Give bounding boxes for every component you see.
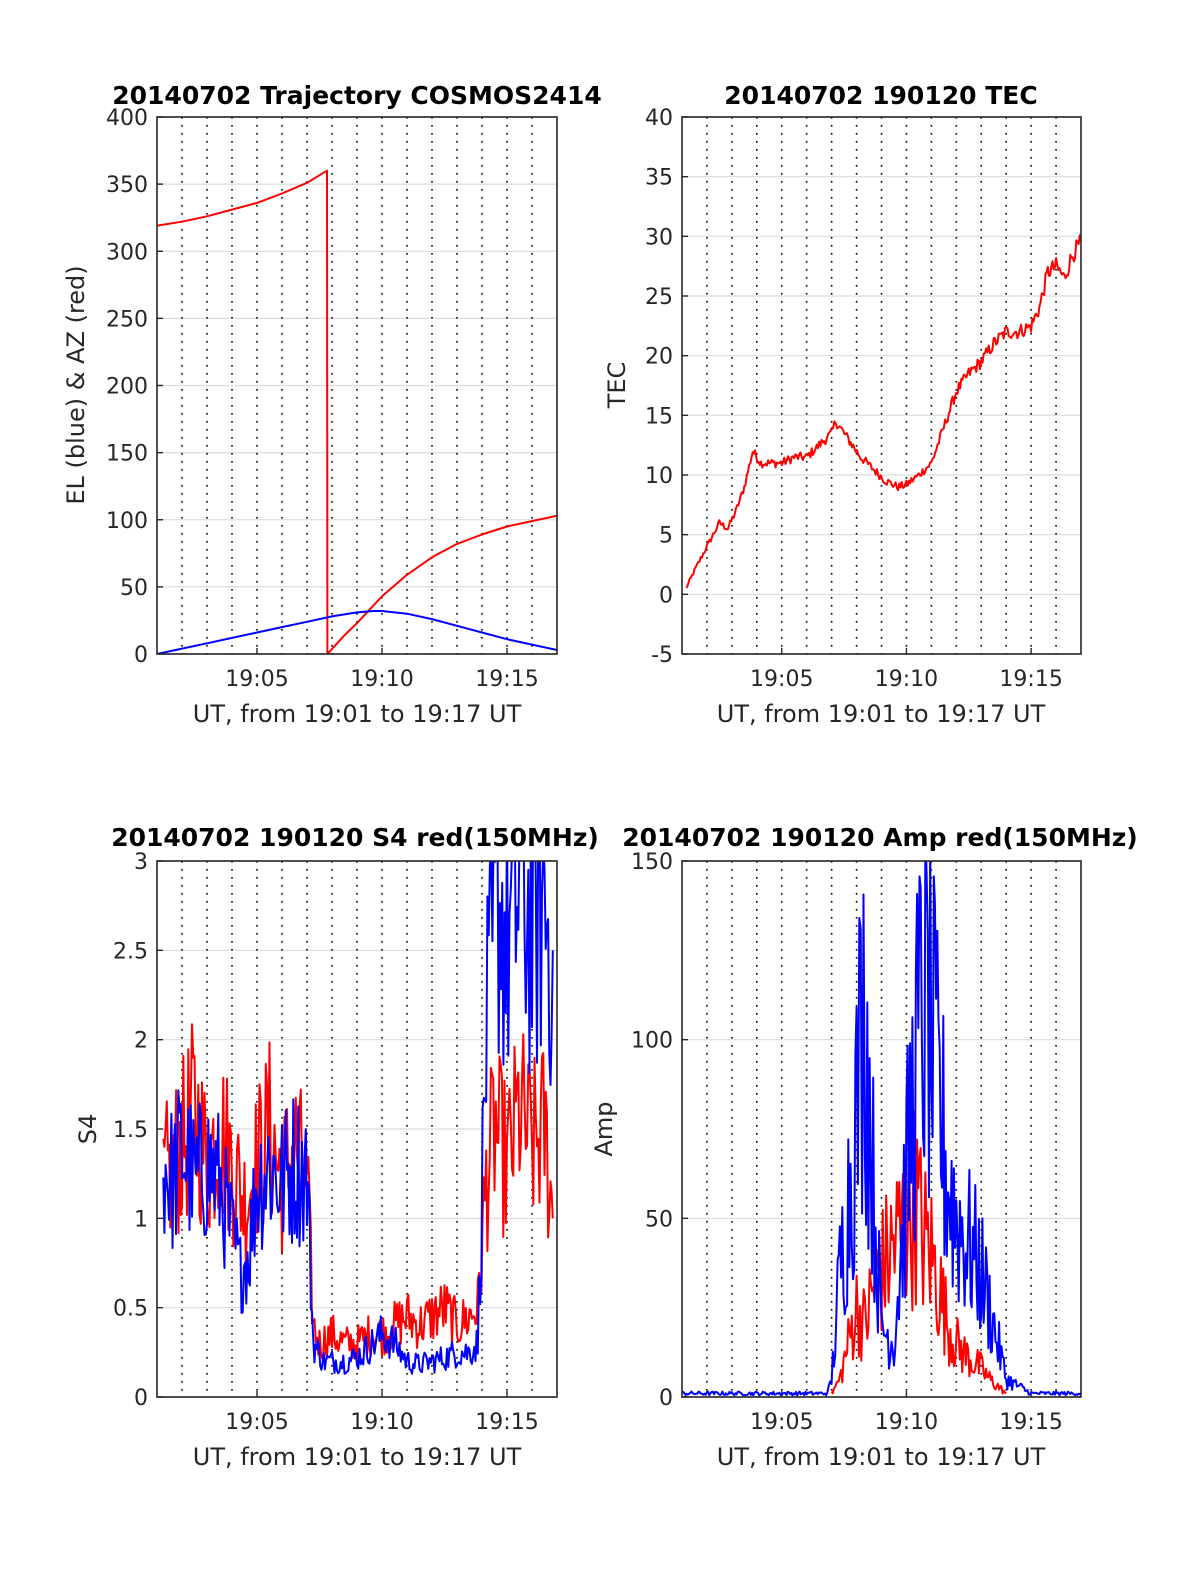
amp-x-label: UT, from 19:01 to 19:17 UT	[717, 1443, 1046, 1471]
s4-series-b-line	[162, 861, 554, 1375]
tec-y-tick-label: 40	[645, 106, 673, 131]
s4-series-a-line	[162, 1023, 554, 1362]
s4-x-label: UT, from 19:01 to 19:17 UT	[193, 1443, 522, 1471]
tec-y-tick-label: 25	[645, 285, 673, 310]
amp-panel: 20140702 190120 Amp red(150MHz) UT, from…	[590, 823, 1138, 1471]
trajectory-x-tick-label: 19:05	[225, 667, 288, 692]
amp-y-tick-label: 50	[645, 1207, 673, 1232]
tec-y-tick-label: 10	[645, 464, 673, 489]
tec-y-tick-label: 30	[645, 225, 673, 250]
trajectory-y-tick-label: 50	[120, 576, 148, 601]
trajectory-y-tick-label: 200	[106, 375, 148, 400]
s4-y-tick-label: 1.5	[113, 1118, 148, 1143]
tec-y-tick-label: 20	[645, 345, 673, 370]
s4-y-tick-label: 3	[134, 850, 148, 875]
amp-y-tick-label: 0	[659, 1386, 673, 1411]
amp-y-tick-label: 150	[631, 850, 673, 875]
amp-x-tick-label: 19:10	[875, 1410, 938, 1435]
s4-y-tick-label: 2.5	[113, 939, 148, 964]
tec-y-tick-label: 35	[645, 166, 673, 191]
s4-y-label: S4	[74, 1114, 102, 1145]
trajectory-x-label: UT, from 19:01 to 19:17 UT	[193, 700, 522, 728]
s4-plot-frame	[156, 860, 558, 1398]
s4-title: 20140702 190120 S4 red(150MHz)	[111, 823, 599, 852]
s4-x-tick-label: 19:10	[350, 1410, 413, 1435]
amp-y-tick-label: 100	[631, 1029, 673, 1054]
s4-x-tick-label: 19:15	[475, 1410, 538, 1435]
tec-y-tick-label: 15	[645, 404, 673, 429]
trajectory-title: 20140702 Trajectory COSMOS2414	[112, 81, 602, 110]
tec-y-tick-label: 5	[659, 524, 673, 549]
amp-series-b-line	[682, 861, 1081, 1397]
trajectory-y-tick-label: 300	[106, 240, 148, 265]
amp-y-label: Amp	[590, 1101, 618, 1156]
s4-y-tick-label: 1	[134, 1207, 148, 1232]
tec-y-tick-label: 0	[659, 583, 673, 608]
tec-plot-frame	[681, 116, 1082, 655]
trajectory-y-tick-label: 100	[106, 509, 148, 534]
tec-series-a-line	[685, 234, 1081, 589]
s4-panel: 20140702 190120 S4 red(150MHz) UT, from …	[74, 823, 599, 1471]
trajectory-y-tick-label: 400	[106, 106, 148, 131]
amp-x-tick-label: 19:05	[750, 1410, 813, 1435]
trajectory-series-b-line	[157, 610, 557, 654]
trajectory-y-tick-label: 150	[106, 442, 148, 467]
tec-x-label: UT, from 19:01 to 19:17 UT	[717, 700, 1046, 728]
s4-y-tick-label: 0	[134, 1386, 148, 1411]
trajectory-x-tick-label: 19:15	[475, 667, 538, 692]
s4-y-tick-label: 0.5	[113, 1297, 148, 1322]
trajectory-y-tick-label: 350	[106, 173, 148, 198]
amp-series-a-line	[830, 1110, 1007, 1395]
tec-x-tick-label: 19:15	[999, 667, 1062, 692]
trajectory-y-label: EL (blue) & AZ (red)	[62, 265, 90, 504]
amp-title: 20140702 190120 Amp red(150MHz)	[622, 823, 1138, 852]
s4-y-tick-label: 2	[134, 1029, 148, 1054]
trajectory-y-tick-label: 250	[106, 307, 148, 332]
trajectory-panel: 20140702 Trajectory COSMOS2414 UT, from …	[62, 81, 602, 728]
amp-x-tick-label: 19:15	[999, 1410, 1062, 1435]
amp-plot-frame	[681, 860, 1082, 1398]
tec-x-tick-label: 19:10	[875, 667, 938, 692]
trajectory-series-a-line	[157, 169, 557, 654]
tec-y-label: TEC	[603, 362, 631, 410]
tec-y-tick-label: -5	[651, 643, 673, 668]
trajectory-plot-frame	[156, 116, 558, 655]
tec-x-tick-label: 19:05	[750, 667, 813, 692]
tec-title: 20140702 190120 TEC	[724, 81, 1037, 110]
s4-x-tick-label: 19:05	[225, 1410, 288, 1435]
trajectory-x-tick-label: 19:10	[350, 667, 413, 692]
trajectory-y-tick-label: 0	[134, 643, 148, 668]
tec-panel: 20140702 190120 TEC UT, from 19:01 to 19…	[603, 81, 1082, 728]
